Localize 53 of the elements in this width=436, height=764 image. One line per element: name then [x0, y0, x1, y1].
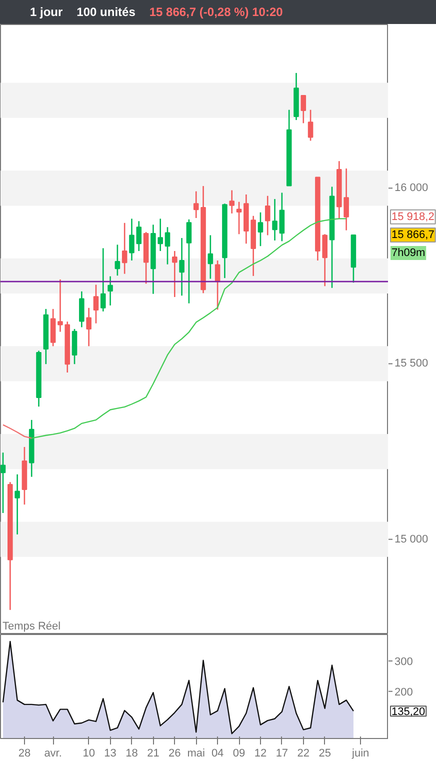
candlestick	[72, 328, 78, 365]
x-tick-label: 12	[254, 748, 267, 760]
text: 15 866,7 (-0,28 %) 10:20	[149, 5, 283, 19]
candlestick	[114, 244, 120, 276]
candlestick	[236, 201, 242, 235]
candlestick	[108, 276, 113, 306]
x-tick-label: juin	[351, 748, 370, 760]
text: 7h09m	[392, 246, 426, 259]
y-tick-label: 15 500	[394, 358, 428, 370]
candlestick	[0, 452, 6, 514]
x-tick-label: 21	[147, 748, 160, 760]
candlestick	[186, 218, 192, 304]
candlestick	[208, 234, 214, 280]
y-tick-label: 15 000	[394, 533, 428, 546]
y-tick-label: 16 000	[394, 182, 428, 194]
text: 100 unités	[76, 5, 136, 19]
x-tick-label: 04	[211, 748, 224, 760]
candlestick	[50, 308, 56, 347]
x-tick-label: 22	[297, 748, 310, 760]
candlestick	[122, 222, 128, 274]
candlestick	[308, 109, 314, 142]
candlestick	[86, 307, 92, 347]
x-tick-label: 09	[232, 748, 246, 760]
candlestick	[14, 474, 20, 536]
annotation: Temps Réel	[2, 620, 61, 632]
candlestick	[264, 195, 270, 236]
x-tick-label: 10	[82, 748, 95, 760]
candlestick	[279, 192, 285, 242]
candlestick	[93, 284, 99, 324]
candlestick	[164, 226, 170, 266]
y-tick-label: 300	[394, 656, 413, 668]
candlestick	[258, 212, 264, 247]
candlestick	[272, 198, 278, 242]
candlestick	[79, 290, 84, 328]
candlestick	[229, 190, 235, 214]
text: 15 918,2	[392, 210, 434, 223]
x-tick-label: 13	[104, 748, 116, 760]
x-tick-label: 28	[18, 748, 31, 760]
x-tick-label: 25	[318, 748, 331, 760]
candlestick	[100, 248, 106, 312]
y-tick-label: 200	[394, 686, 413, 698]
x-tick-label: avr.	[44, 748, 62, 760]
text: 15 866,7	[392, 228, 434, 241]
x-tick-label: 18	[126, 748, 138, 760]
x-tick-label: 17	[276, 748, 288, 760]
x-tick-label: 26	[168, 748, 181, 760]
candlestick	[172, 250, 178, 298]
text: 135,20	[392, 706, 426, 718]
x-tick-label: mai	[187, 748, 205, 760]
text: 1 jour	[30, 5, 63, 19]
candlestick	[214, 260, 220, 310]
candlestick	[300, 94, 306, 124]
candlestick	[179, 237, 184, 296]
